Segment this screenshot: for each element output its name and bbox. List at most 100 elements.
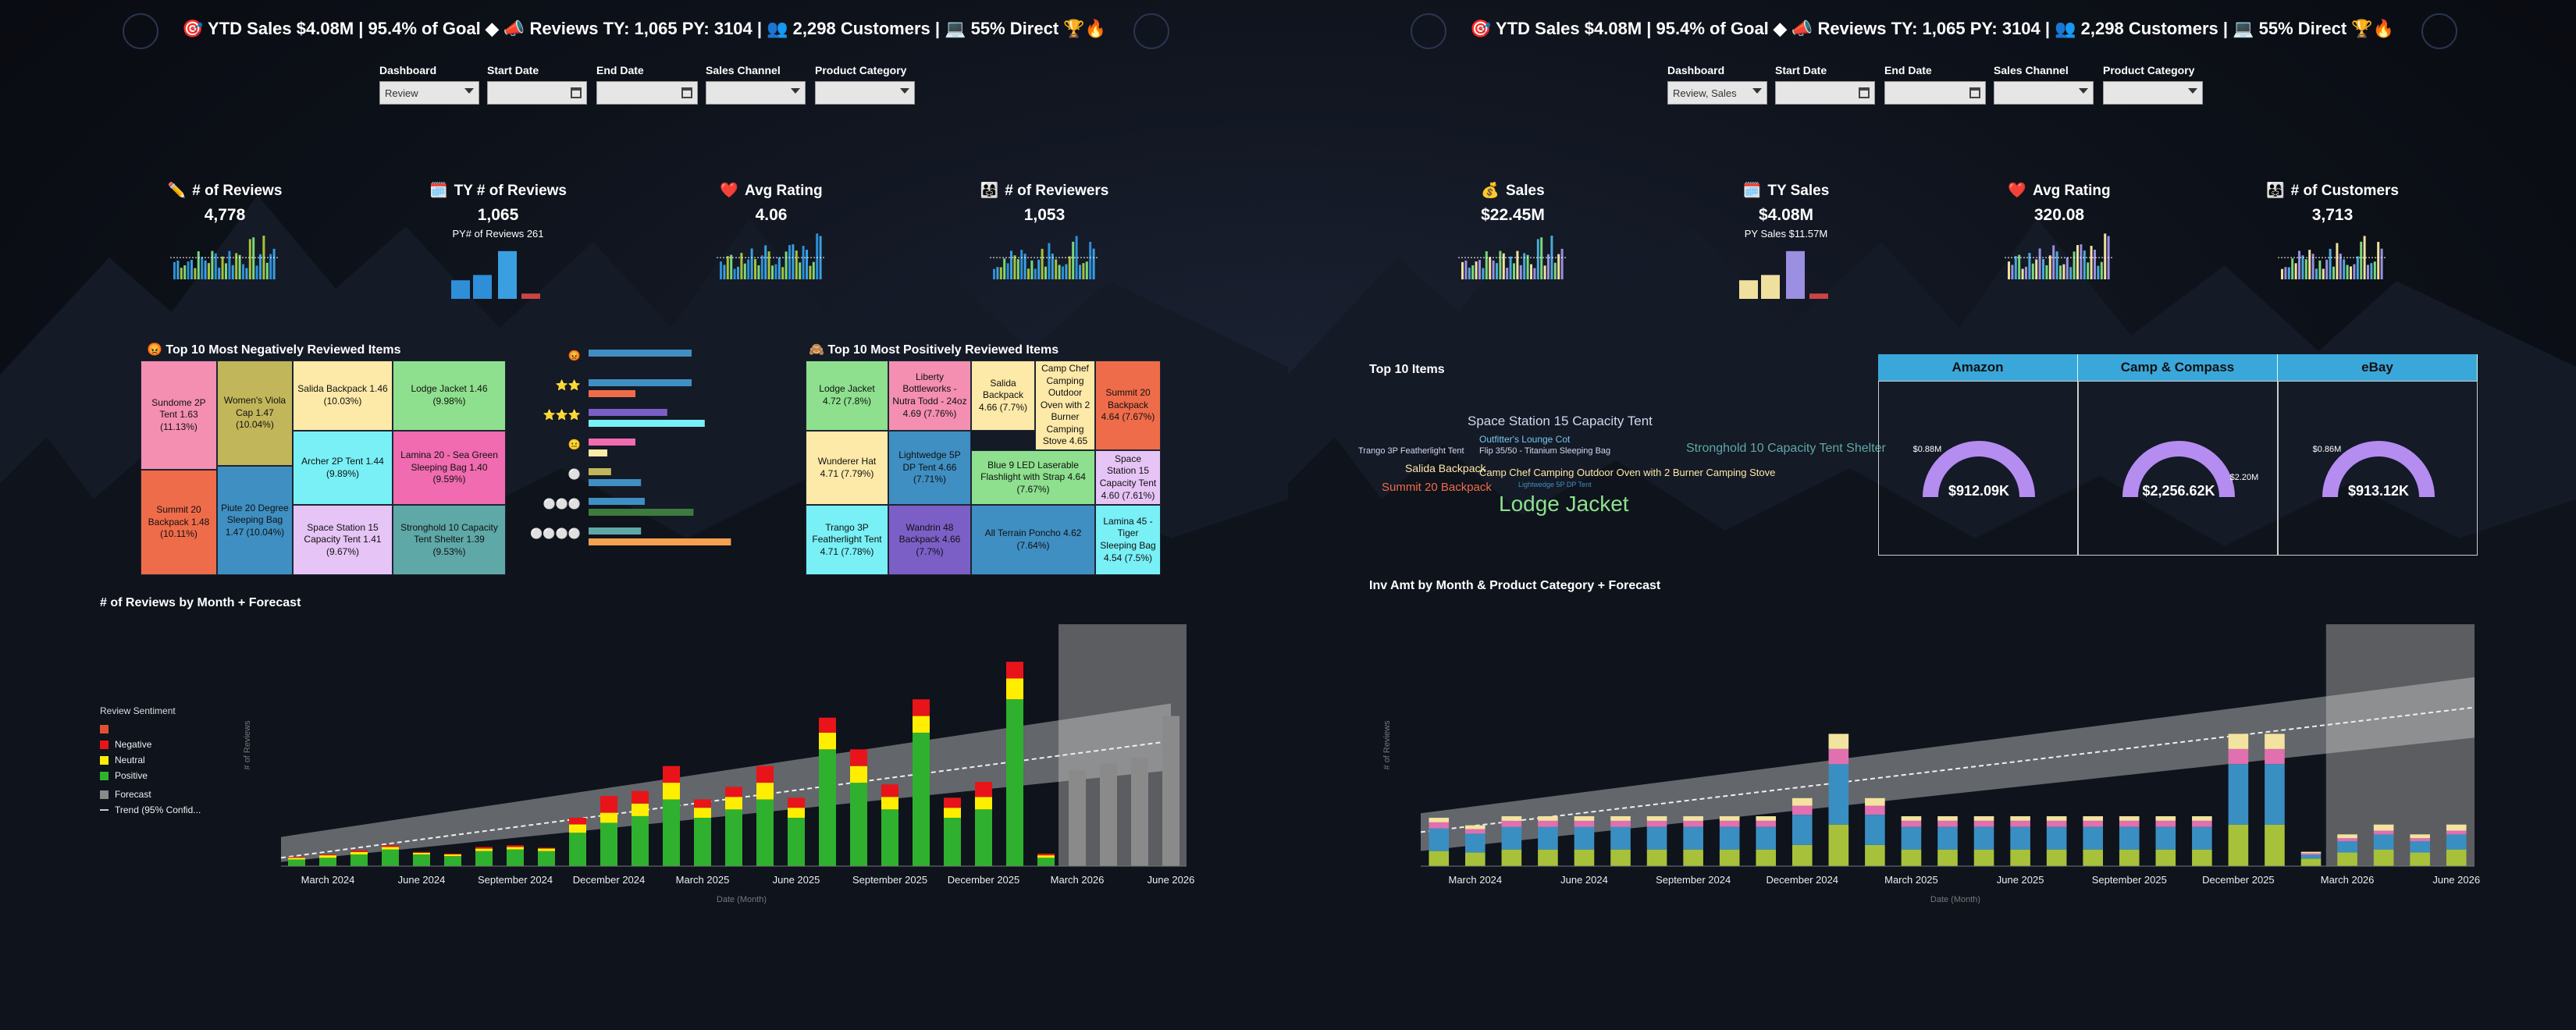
treemap-tile[interactable]: Wunderer Hat 4.71 (7.79%) xyxy=(806,431,888,505)
chevron-down-icon[interactable] xyxy=(1752,88,1762,94)
sparkline-bar xyxy=(2287,267,2290,279)
sparkline-bar xyxy=(1513,263,1515,279)
treemap-tile[interactable]: Stronghold 10 Capacity Tent Shelter 1.39… xyxy=(393,505,506,575)
treemap-tile[interactable]: Space Station 15 Capacity Tent 1.41 (9.6… xyxy=(293,505,393,575)
treemap-tile[interactable]: Lightwedge 5P DP Tent 4.66 (7.71%) xyxy=(888,431,971,505)
filter-end-date-date-input[interactable] xyxy=(596,81,698,105)
top-item-label[interactable]: Stronghold 10 Capacity Tent Shelter xyxy=(1686,442,1886,455)
treemap-tile[interactable]: Liberty Bottleworks - Nutra Todd - 24oz … xyxy=(888,360,971,431)
bar-segment xyxy=(1646,820,1667,827)
filter-start-date-label: Start Date xyxy=(487,64,539,76)
x-tick-label: March 2024 xyxy=(1448,874,1502,886)
market-amazon-header[interactable]: Amazon xyxy=(1878,354,2078,381)
sparkline-bar xyxy=(737,266,739,279)
sparkline-bar xyxy=(473,275,492,299)
top-item-label[interactable]: Summit 20 Backpack xyxy=(1382,481,1492,494)
filter-product-category-dropdown[interactable] xyxy=(2103,81,2203,105)
sparkline-bar xyxy=(194,268,197,279)
legend-swatch xyxy=(100,755,109,765)
top-item-label[interactable]: Lodge Jacket xyxy=(1499,492,1629,516)
top-item-label[interactable]: Salida Backpack xyxy=(1405,462,1486,474)
treemap-tile[interactable]: Summit 20 Backpack 4.64 (7.67%) xyxy=(1095,360,1161,450)
bar-segment xyxy=(2446,834,2467,850)
x-tick-label: June 2025 xyxy=(773,874,820,886)
treemap-tile[interactable]: Blue 9 LED Laserable Flashlight with Str… xyxy=(971,450,1095,505)
treemap-tile[interactable]: Trango 3P Featherlight Tent 4.71 (7.78%) xyxy=(806,505,888,575)
bar-segment xyxy=(2373,824,2394,831)
market-ebay-header[interactable]: eBay xyxy=(2278,354,2478,381)
rating-row-label: ⚪⚪⚪ xyxy=(543,498,581,510)
bar-segment xyxy=(1756,816,1777,821)
filter-dashboard-dropdown[interactable]: Review xyxy=(379,81,479,105)
bar-segment xyxy=(1646,849,1667,866)
sparkline-bar xyxy=(2284,267,2287,279)
sparkline-bar xyxy=(2100,261,2103,279)
negative-items-treemap: Sundome 2P Tent 1.63 (11.13%) Summit 20 B… xyxy=(141,360,506,575)
treemap-tile-label: Lamina 45 - Tiger Sleeping Bag 4.54 (7.5… xyxy=(1100,515,1156,563)
calendar-icon[interactable] xyxy=(1859,87,1870,98)
x-tick-label: March 2026 xyxy=(1051,874,1105,886)
treemap-tile[interactable]: Salida Backpack 4.66 (7.7%) xyxy=(971,360,1035,431)
rating-bar xyxy=(589,420,705,427)
bar-segment xyxy=(663,765,680,783)
bar-segment xyxy=(694,799,711,808)
top-item-label[interactable]: Trango 3P Featherlight Tent xyxy=(1358,446,1464,456)
sparkline-bar xyxy=(1557,254,1560,279)
sparkline-bar xyxy=(2014,256,2017,279)
bar-segment xyxy=(288,859,305,866)
filter-start-date-date-input[interactable] xyxy=(1775,81,1875,105)
filter-sales-channel-dropdown[interactable] xyxy=(1994,81,2094,105)
bar-segment xyxy=(319,855,336,858)
treemap-tile[interactable]: Women's Viola Cap 1.47 (10.04%) xyxy=(217,360,293,466)
bar-segment xyxy=(1791,844,1813,866)
chevron-down-icon[interactable] xyxy=(2079,88,2088,94)
treemap-tile[interactable]: Wandrin 48 Backpack 4.66 (7.7%) xyxy=(888,505,971,575)
top-item-label[interactable]: Outfitter's Lounge Cot xyxy=(1479,434,1571,445)
sparkline-bar xyxy=(2353,264,2356,279)
treemap-tile-label: All Terrain Poncho 4.62 (7.64%) xyxy=(984,527,1082,551)
rating-bar xyxy=(589,409,667,416)
treemap-tile[interactable]: Space Station 15 Capacity Tent 4.60 (7.6… xyxy=(1095,450,1161,505)
calendar-icon[interactable] xyxy=(1969,87,1980,98)
filter-end-date-label: End Date xyxy=(596,64,644,76)
negative-items-title: 😡 Top 10 Most Negatively Reviewed Items xyxy=(147,343,401,357)
kpi-sales-value: $22.45M xyxy=(1481,206,1545,224)
chevron-down-icon[interactable] xyxy=(791,88,800,94)
top-item-label[interactable]: Lightwedge 5P DP Tent xyxy=(1518,481,1592,488)
filter-sales-channel-dropdown[interactable] xyxy=(706,81,806,105)
chevron-down-icon[interactable] xyxy=(2188,88,2197,94)
top-item-label[interactable]: Flip 35/50 - Titanium Sleeping Bag xyxy=(1479,446,1611,456)
top-item-label[interactable]: Camp Chef Camping Outdoor Oven with 2 Bu… xyxy=(1479,467,1776,478)
treemap-tile-label: Archer 2P Tent 1.44 (9.89%) xyxy=(301,455,384,479)
market-camp-compass-header[interactable]: Camp & Compass xyxy=(2078,354,2278,381)
treemap-tile[interactable]: All Terrain Poncho 4.62 (7.64%) xyxy=(971,505,1095,575)
treemap-tile[interactable]: Summit 20 Backpack 1.48 (10.11%) xyxy=(141,470,217,575)
treemap-tile[interactable]: Sundome 2P Tent 1.63 (11.13%) xyxy=(141,360,217,470)
sparkline-bar xyxy=(1550,235,1553,279)
treemap-tile[interactable]: Camp Chef Camping Outdoor Oven with 2 Bu… xyxy=(1035,360,1095,450)
sparkline-bar xyxy=(2356,256,2359,279)
chevron-down-icon[interactable] xyxy=(464,88,474,94)
x-tick-label: December 2025 xyxy=(2202,874,2275,886)
filter-product-category-dropdown[interactable] xyxy=(815,81,915,105)
calendar-icon[interactable] xyxy=(681,87,692,98)
calendar-icon[interactable] xyxy=(571,87,582,98)
treemap-tile[interactable]: Lodge Jacket 1.46 (9.98%) xyxy=(393,360,506,431)
treemap-tile[interactable]: Lamina 45 - Tiger Sleeping Bag 4.54 (7.5… xyxy=(1095,505,1161,575)
market-ebay-gauge: $913.12K $0.86M xyxy=(2313,441,2435,499)
filter-end-date-date-input[interactable] xyxy=(1884,81,1986,105)
treemap-tile[interactable]: Archer 2P Tent 1.44 (9.89%) xyxy=(293,431,393,505)
bar-segment xyxy=(2155,820,2176,827)
bar-segment xyxy=(1901,816,1922,821)
treemap-tile[interactable]: Lodge Jacket 4.72 (7.8%) xyxy=(806,360,888,431)
treemap-tile[interactable]: Salida Backpack 1.46 (10.03%) xyxy=(293,360,393,431)
treemap-tile[interactable]: Piute 20 Degree Sleeping Bag 1.47 (10.04… xyxy=(217,466,293,575)
bar-segment xyxy=(2119,816,2140,821)
bar-segment xyxy=(1538,849,1558,866)
treemap-tile[interactable]: Lamina 20 - Sea Green Sleeping Bag 1.40 … xyxy=(393,431,506,505)
filter-dashboard-dropdown[interactable]: Review, Sales xyxy=(1667,81,1767,105)
chevron-down-icon[interactable] xyxy=(900,88,909,94)
filter-start-date-date-input[interactable] xyxy=(487,81,587,105)
treemap-tile-label: Wandrin 48 Backpack 4.66 (7.7%) xyxy=(898,521,961,557)
top-item-label[interactable]: Space Station 15 Capacity Tent xyxy=(1468,414,1653,428)
